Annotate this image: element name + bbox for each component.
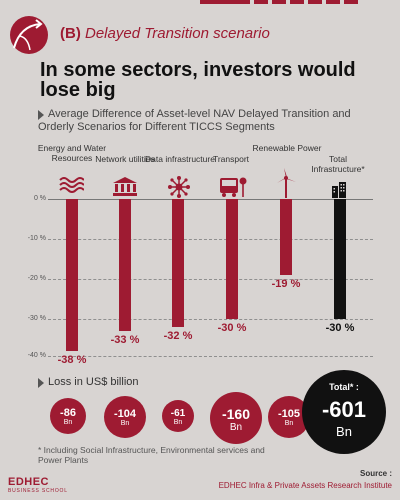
loss-bubble: -160 Bn <box>210 392 262 444</box>
loss-bubble: -104 Bn <box>104 396 146 438</box>
network-icon <box>168 176 190 198</box>
y-tick-label: -10 % <box>27 235 46 242</box>
category-label: Transport <box>212 154 250 164</box>
total-loss-bubble: Total* : -601 Bn <box>302 370 386 454</box>
gridline <box>48 319 373 320</box>
building-icon <box>113 177 137 196</box>
total-label: Total* : <box>329 382 359 392</box>
logo-name: EDHEC <box>8 476 50 488</box>
skyscraper-icon <box>332 182 346 198</box>
y-tick-label: -20 % <box>27 275 46 282</box>
bus-stop-icon <box>220 177 247 197</box>
category-label: Energy and Water Resources <box>37 143 107 163</box>
loss-bubble: -86 Bn <box>50 398 86 434</box>
footnote: * Including Social Infrastructure, Envir… <box>38 445 265 465</box>
loss-bullet-icon <box>38 378 44 388</box>
loss-unit: Bn <box>63 419 73 426</box>
category-label: Total Infrastructure* <box>311 154 365 174</box>
loss-title: Loss in US$ billion <box>48 376 139 388</box>
source-value: EDHEC Infra & Private Assets Research In… <box>218 481 392 490</box>
bar-transport <box>226 199 238 319</box>
chart-subtitle-text: Average Difference of Asset-level NAV De… <box>38 108 351 133</box>
bar-data-infrastructure <box>172 199 184 327</box>
total-value: -601 <box>321 397 367 422</box>
edhec-logo: EDHEC BUSINESS SCHOOL <box>8 476 68 494</box>
loss-value: -86 <box>60 407 76 419</box>
logo-tagline: BUSINESS SCHOOL <box>8 488 68 494</box>
bar-renewable-power <box>280 199 292 275</box>
loss-unit: Bn <box>120 420 130 427</box>
y-tick-label: -40 % <box>27 352 46 359</box>
bar-total-infrastructure <box>334 199 346 319</box>
gridline <box>48 239 373 240</box>
chart-subtitle: Average Difference of Asset-level NAV De… <box>38 108 388 134</box>
loss-unit: Bn <box>284 420 294 427</box>
wind-turbine-icon <box>277 168 296 198</box>
subtitle-bullet-icon <box>38 110 44 120</box>
scenario-code: (B) <box>60 25 81 42</box>
bar-network-utilities <box>119 199 131 331</box>
source: Source : EDHEC Infra & Private Assets Re… <box>219 468 392 492</box>
value-label: -19 % <box>271 278 301 290</box>
zero-line <box>48 199 373 200</box>
scenario-label: (B) Delayed Transition scenario <box>60 25 270 42</box>
gridline <box>48 356 373 357</box>
loss-unit: Bn <box>173 419 183 426</box>
loss-value: -104 <box>113 408 137 420</box>
total-unit: Bn <box>336 424 352 439</box>
loss-unit: Bn <box>229 422 243 433</box>
bar-energy-water <box>66 199 78 351</box>
y-tick-label: -30 % <box>27 315 46 322</box>
value-label: -38 % <box>57 354 87 366</box>
loss-value: -160 <box>221 406 251 422</box>
gridline <box>48 279 373 280</box>
scenario-badge-icon <box>10 16 48 54</box>
loss-value: -61 <box>170 408 186 419</box>
value-label: -30 % <box>217 322 247 334</box>
scenario-name: Delayed Transition scenario <box>85 25 270 42</box>
loss-value: -105 <box>277 408 301 420</box>
waves-icon <box>59 177 84 193</box>
headline: In some sectors, investors would lose bi… <box>40 59 356 101</box>
y-tick-label: 0 % <box>33 195 46 202</box>
source-label: Source : <box>359 469 392 478</box>
value-label: -32 % <box>163 330 193 342</box>
category-label: Data infrastructure <box>145 154 215 164</box>
category-label: Renewable Power <box>252 143 322 153</box>
loss-bubble: -61 Bn <box>162 400 194 432</box>
value-label: -30 % <box>325 322 355 334</box>
category-label: Network utilities <box>95 154 155 164</box>
value-label: -33 % <box>110 334 140 346</box>
top-accent-bar <box>0 0 400 4</box>
